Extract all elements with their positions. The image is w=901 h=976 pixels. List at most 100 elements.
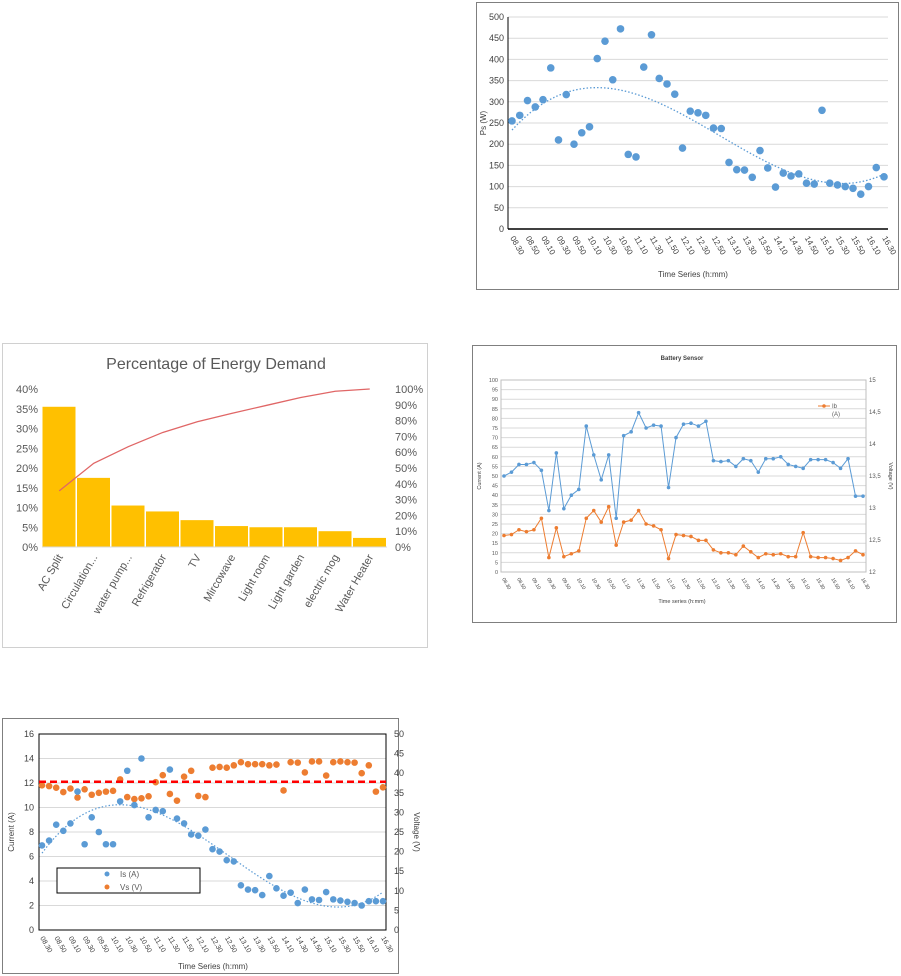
category-label: TV <box>186 552 204 571</box>
y2-tick-label: 30% <box>395 495 417 507</box>
y-tick-label: 60 <box>492 455 498 461</box>
data-point <box>711 458 716 463</box>
x-tick-label: 15.10 <box>818 235 836 257</box>
bar <box>146 511 179 547</box>
data-point-is <box>180 820 188 827</box>
data-point <box>639 63 648 71</box>
x-axis-title: Time Series (h:mm) <box>178 962 248 971</box>
data-point <box>853 549 858 553</box>
data-point <box>629 430 633 434</box>
data-point <box>554 451 559 455</box>
y-tick-label: 35 <box>492 503 498 509</box>
data-point <box>756 470 761 474</box>
data-point-vs <box>258 760 266 768</box>
y-tick-label: 20% <box>16 463 38 475</box>
data-point-is <box>315 896 323 904</box>
data-point-vs <box>266 762 273 769</box>
x-tick-label: 08.30 <box>38 936 53 955</box>
y-tick-label: 0 <box>499 224 504 234</box>
y-tick-label: 500 <box>489 12 504 22</box>
data-point <box>644 522 648 526</box>
y2-tick-label: 20% <box>395 510 417 522</box>
data-point-is <box>88 814 96 821</box>
data-point <box>624 150 633 159</box>
ps-chart: 0 50 100 150 200 250 300 350 400 450 500 08.3008.50… <box>476 2 899 290</box>
y-tick-label: 20 <box>492 532 498 538</box>
data-point-is <box>95 828 103 836</box>
data-point-is <box>173 815 181 822</box>
legend-label: Ib <box>832 404 838 410</box>
data-point <box>508 117 516 125</box>
data-point <box>681 422 686 426</box>
data-point-vs <box>209 764 216 772</box>
x-tick-label: 11.10 <box>620 577 631 591</box>
data-point-vs <box>67 785 74 792</box>
data-point-vs <box>109 787 117 795</box>
y-tick-label: 8 <box>29 827 34 837</box>
y2-tick-label: 80% <box>395 416 417 428</box>
chart-frame <box>2 343 428 648</box>
data-point <box>546 64 555 72</box>
data-point <box>523 96 532 105</box>
pareto-chart: Percentage of Energy Demand 0% 5% 10% 15% 20%… <box>2 343 428 648</box>
y2-tick-label: 45 <box>394 749 404 759</box>
data-point <box>719 459 723 464</box>
data-point <box>647 31 656 39</box>
data-point-is <box>187 831 195 838</box>
category-label: Refrigerator <box>130 552 170 609</box>
data-point <box>872 163 881 172</box>
data-point-is <box>365 897 373 905</box>
y2-tick-label: 13,5 <box>869 474 881 480</box>
y-tick-label: 200 <box>489 139 504 149</box>
data-point-vs <box>379 784 387 791</box>
x-tick-label: 08.50 <box>524 235 542 257</box>
data-point-vs <box>95 789 103 797</box>
data-point-is <box>344 898 351 906</box>
data-point <box>636 508 641 513</box>
data-point <box>659 424 663 428</box>
y-tick-label: 65 <box>492 445 498 451</box>
data-point <box>779 169 788 177</box>
data-point <box>651 423 656 427</box>
y2-tick-label: 14,5 <box>869 410 881 416</box>
data-point <box>833 181 842 189</box>
data-point <box>562 90 571 99</box>
y2-tick-label: 15 <box>869 378 876 384</box>
data-point-is <box>38 842 46 849</box>
data-point <box>704 538 708 543</box>
y2-axis-title: Voltage (V) <box>887 462 893 489</box>
data-point <box>562 506 566 511</box>
x-tick-label: 11.50 <box>663 235 681 257</box>
legend-box <box>56 867 201 894</box>
data-point-vs <box>230 762 238 769</box>
legend-marker-dot <box>822 404 826 408</box>
data-point-vs <box>131 795 138 803</box>
data-point <box>763 164 772 172</box>
data-point-is <box>379 897 387 905</box>
y2-tick-label: 35 <box>394 788 404 798</box>
x-tick-label: 13.30 <box>725 577 737 591</box>
data-point <box>663 80 671 88</box>
data-point-is <box>266 872 273 880</box>
data-point <box>748 173 757 182</box>
data-point <box>621 433 626 438</box>
plot-area <box>38 733 387 931</box>
data-point-is <box>251 886 259 894</box>
data-point <box>569 551 574 556</box>
y-tick-label: 250 <box>489 118 504 128</box>
data-point-vs <box>358 769 365 777</box>
x-tick-label: 12.30 <box>694 235 712 257</box>
data-point <box>749 458 753 463</box>
x-tick-label: 15.10 <box>799 577 811 591</box>
data-point <box>659 527 663 532</box>
x-tick-label: 11.30 <box>166 936 181 954</box>
data-point <box>593 54 602 63</box>
x-tick-label: 09.30 <box>81 936 96 955</box>
x-tick-label: 13.50 <box>266 936 281 955</box>
data-point <box>841 182 850 191</box>
data-point-is <box>145 814 152 821</box>
data-point-is <box>351 899 358 907</box>
x-tick-label: 10.30 <box>601 235 619 257</box>
data-point-is <box>67 820 74 827</box>
